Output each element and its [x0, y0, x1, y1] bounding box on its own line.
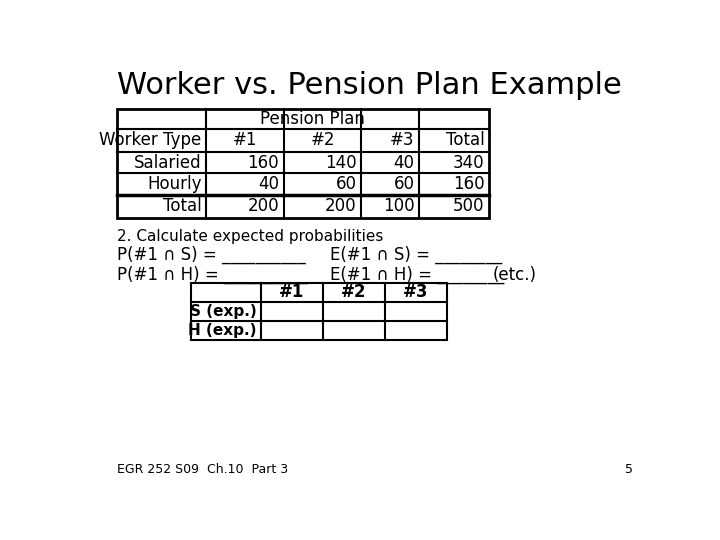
Bar	[191, 283, 446, 340]
Text: H (exp.): H (exp.)	[188, 323, 256, 339]
Text: 160: 160	[248, 153, 279, 172]
Text: 140: 140	[325, 153, 356, 172]
Text: Hourly: Hourly	[147, 175, 202, 193]
Text: E(#1 ∩ H) = ________: E(#1 ∩ H) = ________	[330, 266, 505, 284]
Bar	[117, 110, 489, 218]
Text: Total: Total	[446, 131, 485, 149]
Text: 340: 340	[453, 153, 485, 172]
Text: Pension Plan: Pension Plan	[261, 110, 365, 128]
Text: #2: #2	[341, 284, 366, 301]
Text: 5: 5	[624, 463, 632, 476]
Text: 60: 60	[336, 175, 356, 193]
Text: EGR 252 S09  Ch.10  Part 3: EGR 252 S09 Ch.10 Part 3	[117, 463, 288, 476]
Text: P(#1 ∩ S) = __________: P(#1 ∩ S) = __________	[117, 246, 306, 264]
Text: #3: #3	[390, 131, 415, 149]
Text: 40: 40	[394, 153, 415, 172]
Text: (etc.): (etc.)	[493, 266, 537, 284]
Text: Worker vs. Pension Plan Example: Worker vs. Pension Plan Example	[117, 71, 621, 100]
Text: 60: 60	[394, 175, 415, 193]
Text: 2. Calculate expected probabilities: 2. Calculate expected probabilities	[117, 229, 384, 244]
Text: Worker Type: Worker Type	[99, 131, 202, 149]
Text: 500: 500	[453, 198, 485, 215]
Text: #3: #3	[402, 284, 428, 301]
Text: Salaried: Salaried	[134, 153, 202, 172]
Text: #1: #1	[233, 131, 257, 149]
Text: S (exp.): S (exp.)	[190, 304, 256, 319]
Text: Total: Total	[163, 198, 202, 215]
Text: 100: 100	[383, 198, 415, 215]
Text: #2: #2	[310, 131, 335, 149]
Text: 40: 40	[258, 175, 279, 193]
Text: 200: 200	[325, 198, 356, 215]
Text: E(#1 ∩ S) = ________: E(#1 ∩ S) = ________	[330, 246, 503, 264]
Text: 160: 160	[453, 175, 485, 193]
Text: 200: 200	[248, 198, 279, 215]
Text: #1: #1	[279, 284, 304, 301]
Text: P(#1 ∩ H) = __________: P(#1 ∩ H) = __________	[117, 266, 308, 284]
